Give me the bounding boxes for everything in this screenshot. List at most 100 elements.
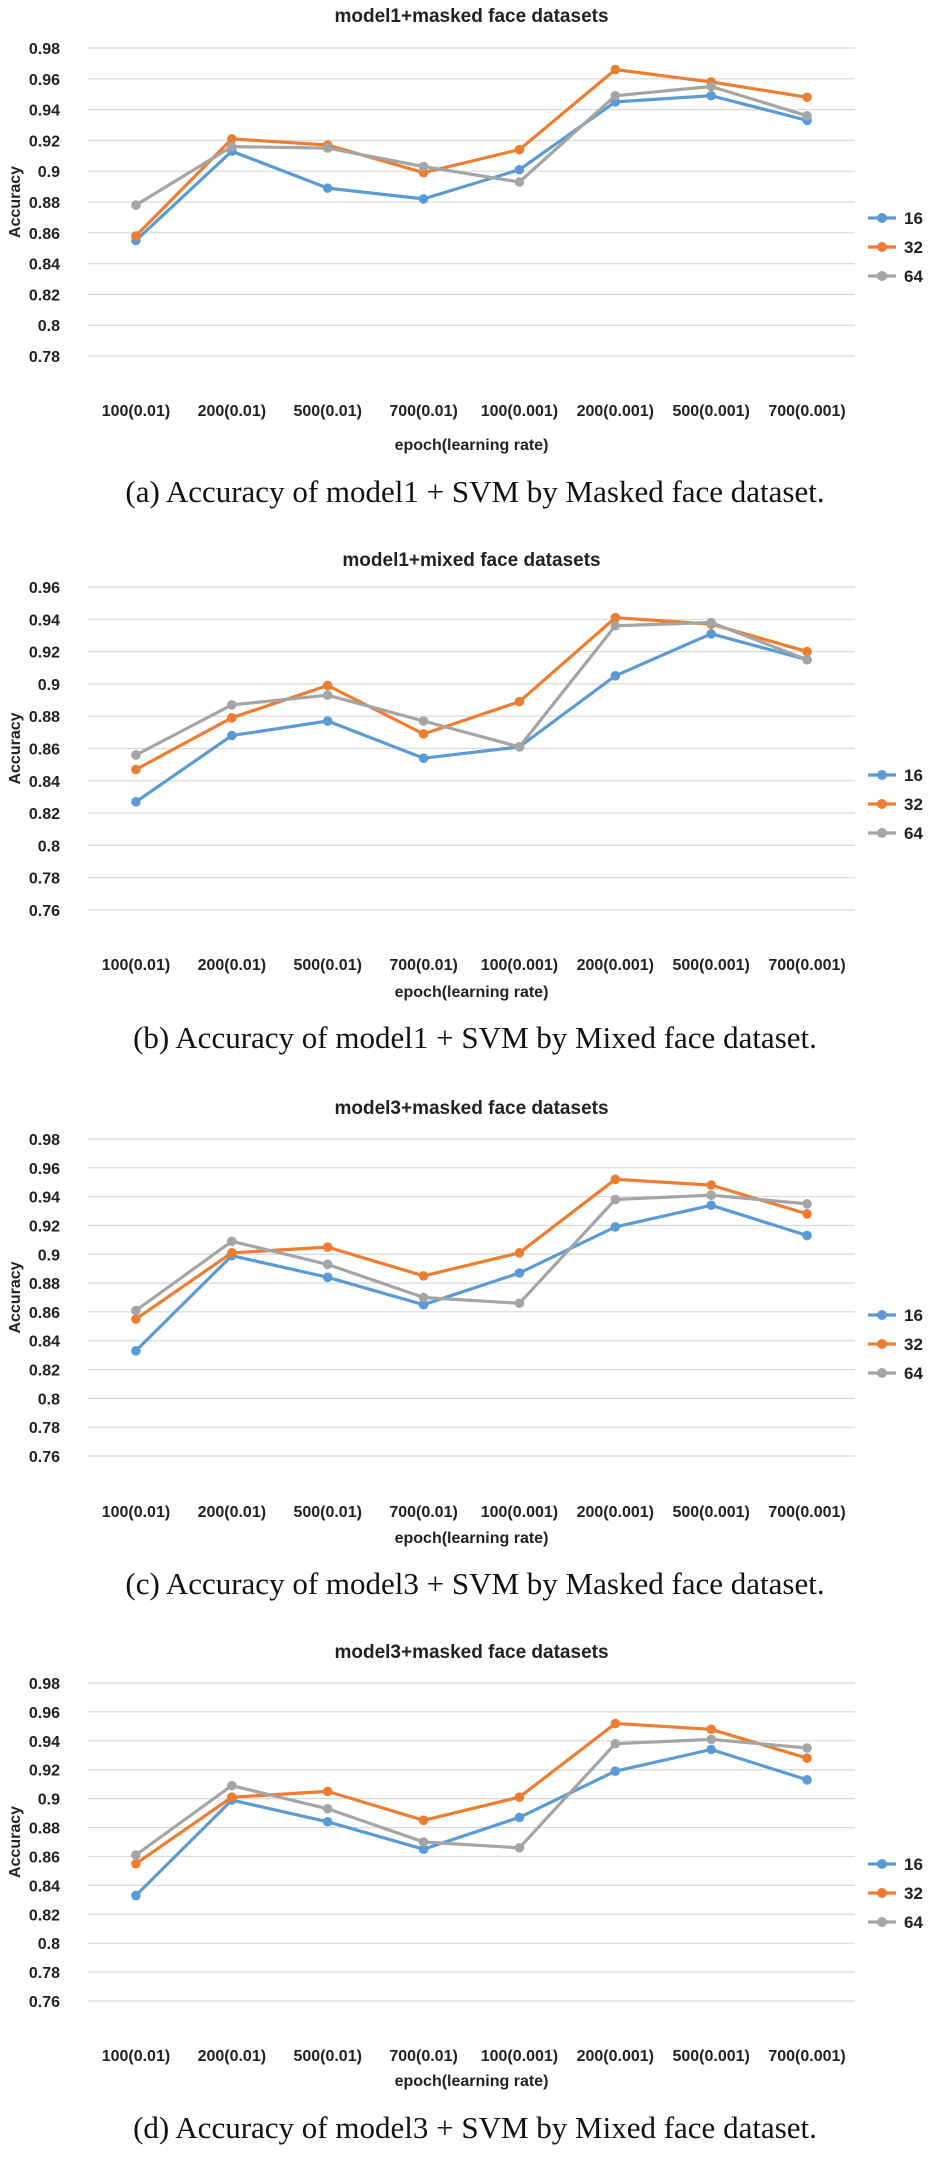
data-point-64 bbox=[131, 750, 141, 760]
data-point-64 bbox=[419, 1837, 429, 1847]
x-tick-label: 500(0.01) bbox=[293, 403, 362, 420]
legend-marker-16 bbox=[877, 213, 887, 223]
y-tick-label: 0.84 bbox=[29, 1878, 60, 1895]
data-point-32 bbox=[227, 1792, 237, 1802]
data-point-32 bbox=[131, 1859, 141, 1869]
data-point-32 bbox=[611, 1175, 621, 1185]
y-tick-label: 0.78 bbox=[29, 349, 60, 366]
series-line-16 bbox=[136, 96, 807, 241]
data-point-32 bbox=[323, 1787, 333, 1797]
data-point-64 bbox=[611, 1739, 621, 1749]
data-point-64 bbox=[419, 1293, 429, 1303]
data-point-64 bbox=[323, 1260, 333, 1270]
x-tick-label: 200(0.001) bbox=[577, 957, 654, 974]
legend-label-64: 64 bbox=[904, 824, 923, 843]
y-tick-label: 0.84 bbox=[29, 257, 60, 274]
y-tick-label: 0.78 bbox=[29, 1420, 60, 1437]
data-point-16 bbox=[515, 1813, 525, 1823]
x-tick-label: 200(0.01) bbox=[198, 1504, 267, 1521]
series-line-32 bbox=[136, 618, 807, 770]
data-point-64 bbox=[131, 200, 141, 210]
data-point-16 bbox=[706, 1200, 716, 1210]
data-point-16 bbox=[706, 629, 716, 639]
x-tick-label: 500(0.001) bbox=[672, 957, 749, 974]
y-tick-label: 0.9 bbox=[38, 1792, 60, 1809]
data-point-32 bbox=[802, 1209, 812, 1219]
data-point-16 bbox=[706, 1745, 716, 1755]
chart-title: model1+mixed face datasets bbox=[342, 550, 600, 571]
y-tick-label: 0.76 bbox=[29, 1449, 60, 1466]
y-tick-label: 0.86 bbox=[29, 1305, 60, 1322]
data-point-64 bbox=[515, 1843, 525, 1853]
data-point-32 bbox=[515, 145, 525, 155]
data-point-64 bbox=[706, 82, 716, 92]
x-axis-label: epoch(learning rate) bbox=[395, 984, 549, 1001]
data-point-16 bbox=[323, 716, 333, 726]
series-line-32 bbox=[136, 1724, 807, 1864]
data-point-64 bbox=[611, 91, 621, 101]
legend-label-32: 32 bbox=[904, 238, 923, 257]
y-tick-label: 0.94 bbox=[29, 612, 60, 629]
data-point-32 bbox=[323, 1242, 333, 1252]
y-axis-label: Accuracy bbox=[7, 712, 24, 784]
x-tick-label: 100(0.001) bbox=[481, 957, 558, 974]
legend-label-32: 32 bbox=[904, 1335, 923, 1354]
x-tick-label: 100(0.01) bbox=[102, 2048, 171, 2065]
data-point-64 bbox=[611, 1195, 621, 1205]
data-point-32 bbox=[419, 729, 429, 739]
y-tick-label: 0.96 bbox=[29, 72, 60, 89]
y-tick-label: 0.88 bbox=[29, 1821, 60, 1838]
data-point-64 bbox=[227, 1237, 237, 1247]
x-tick-label: 700(0.001) bbox=[768, 957, 845, 974]
legend-marker-16 bbox=[877, 1310, 887, 1320]
legend-marker-32 bbox=[877, 799, 887, 809]
legend-label-16: 16 bbox=[904, 1306, 923, 1325]
chart-c: model3+masked face datasets0.760.780.80.… bbox=[0, 1090, 950, 1633]
x-tick-label: 700(0.01) bbox=[389, 403, 458, 420]
data-point-16 bbox=[515, 1268, 525, 1278]
data-point-64 bbox=[706, 1735, 716, 1745]
data-point-64 bbox=[515, 1298, 525, 1308]
legend-label-16: 16 bbox=[904, 766, 923, 785]
data-point-32 bbox=[706, 1724, 716, 1734]
data-point-32 bbox=[131, 1314, 141, 1324]
x-tick-label: 500(0.001) bbox=[672, 403, 749, 420]
data-point-16 bbox=[227, 731, 237, 741]
y-tick-label: 0.86 bbox=[29, 742, 60, 759]
chart-panel-c: model3+masked face datasets 0.76 0.78 0.8 0.… bbox=[0, 1090, 950, 1633]
data-point-64 bbox=[227, 700, 237, 710]
data-point-64 bbox=[802, 1199, 812, 1209]
x-tick-label: 700(0.001) bbox=[768, 1504, 845, 1521]
chart-panel-d: model3+masked face datasets 0.76 0.78 0.8 0.… bbox=[0, 1633, 950, 2176]
legend-marker-16 bbox=[877, 770, 887, 780]
caption-a: (a) Accuracy of model1 + SVM by Masked f… bbox=[0, 474, 950, 510]
x-tick-label: 500(0.001) bbox=[672, 2048, 749, 2065]
data-point-64 bbox=[131, 1306, 141, 1316]
chart-a: model1+masked face datasets 0.78 0.8 0.82 0.… bbox=[0, 0, 950, 545]
y-axis-label: Accuracy bbox=[7, 166, 24, 238]
data-point-32 bbox=[611, 65, 621, 75]
data-point-16 bbox=[419, 753, 429, 763]
y-tick-label: 0.78 bbox=[29, 871, 60, 888]
chart-panel-b: model1+mixed face datasets 0.76 0.78 0.8 0.8… bbox=[0, 545, 950, 1090]
y-tick-label: 0.88 bbox=[29, 1276, 60, 1293]
y-tick-label: 0.98 bbox=[29, 41, 60, 58]
legend-marker-16 bbox=[877, 1859, 887, 1869]
x-tick-label: 200(0.001) bbox=[577, 2048, 654, 2065]
y-tick-label: 0.9 bbox=[38, 677, 60, 694]
y-tick-label: 0.78 bbox=[29, 1965, 60, 1982]
caption-d: (d) Accuracy of model3 + SVM by Mixed fa… bbox=[0, 2110, 950, 2146]
data-point-16 bbox=[706, 91, 716, 101]
x-tick-label: 700(0.001) bbox=[768, 403, 845, 420]
x-tick-label: 100(0.01) bbox=[102, 403, 171, 420]
data-point-32 bbox=[131, 231, 141, 241]
x-tick-label: 100(0.001) bbox=[481, 2048, 558, 2065]
x-tick-label: 500(0.001) bbox=[672, 1504, 749, 1521]
y-axis-label: Accuracy bbox=[7, 1806, 24, 1878]
y-tick-label: 0.94 bbox=[29, 1190, 60, 1207]
y-tick-label: 0.82 bbox=[29, 287, 60, 304]
series-line-64 bbox=[136, 87, 807, 206]
x-tick-label: 500(0.01) bbox=[293, 957, 362, 974]
y-tick-label: 0.8 bbox=[38, 838, 60, 855]
data-point-64 bbox=[419, 162, 429, 172]
